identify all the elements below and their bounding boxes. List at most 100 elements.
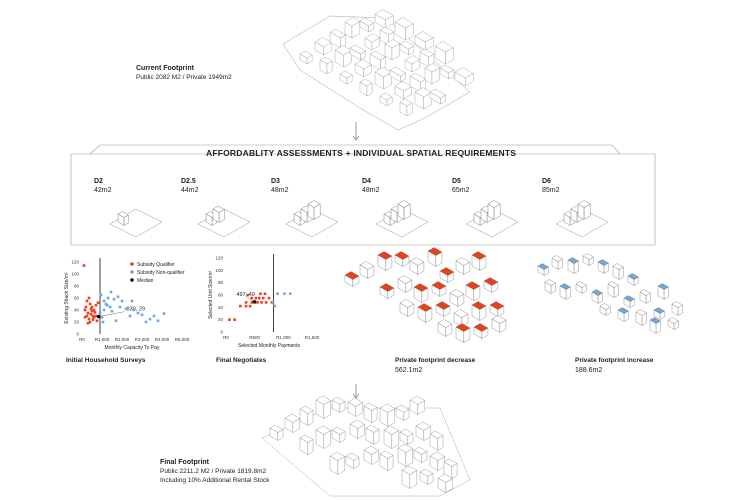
building-block — [567, 257, 579, 274]
non-qualifier-point — [105, 303, 109, 307]
unit-code-d3: D3 — [271, 178, 280, 185]
qualifier-point — [86, 311, 90, 315]
building-block — [344, 271, 360, 287]
building-block — [455, 257, 471, 275]
surveys-caption: Initial Household Surveys — [66, 357, 146, 364]
building-block — [627, 273, 639, 286]
building-block — [577, 200, 591, 220]
building-block — [329, 28, 347, 49]
building-block — [597, 259, 609, 274]
x-tick-label: R5,000 — [175, 337, 190, 342]
building-block — [365, 424, 380, 445]
building-block — [359, 261, 375, 279]
non-qualifier-point — [152, 314, 156, 318]
legend-label: Median — [137, 278, 154, 284]
building-block — [284, 413, 301, 433]
building-block — [359, 17, 375, 33]
median-point — [252, 299, 257, 304]
building-block — [315, 425, 332, 449]
qualifier-point — [261, 296, 265, 300]
qualifier-point — [82, 264, 86, 267]
building-block — [415, 421, 432, 441]
y-tick-label: 60 — [74, 296, 80, 301]
non-qualifier-point — [102, 308, 106, 312]
building-block — [453, 309, 469, 327]
y-tick-label: 120 — [215, 256, 223, 261]
building-block — [379, 92, 393, 107]
y-tick-label: 40 — [218, 305, 224, 310]
building-block — [345, 452, 360, 469]
building-block — [483, 277, 499, 293]
y-tick-label: 0 — [220, 330, 223, 335]
non-qualifier-point — [101, 320, 105, 324]
non-qualifier-point — [271, 301, 275, 304]
building-block — [413, 283, 429, 303]
building-block — [489, 301, 505, 317]
median-annotation: 497, 49 — [236, 292, 254, 298]
qualifier-point — [256, 301, 259, 304]
qualifier-point — [87, 317, 91, 321]
building-block — [491, 315, 507, 333]
building-block — [339, 70, 353, 85]
unit-code-d4: D4 — [362, 178, 371, 185]
increase-title: Private footprint increase — [575, 357, 654, 364]
qualifier-point — [85, 299, 89, 303]
building-block — [657, 283, 669, 300]
y-tick-label: 40 — [74, 308, 80, 313]
y-tick-label: 20 — [74, 320, 80, 325]
qualifier-point — [90, 309, 94, 313]
building-block — [404, 55, 421, 73]
building-block — [414, 87, 432, 110]
building-block — [413, 446, 428, 463]
qualifier-point — [250, 301, 254, 304]
qualifier-point — [95, 319, 99, 323]
unit-area-d5: 65m2 — [452, 187, 470, 194]
legend-swatch — [130, 270, 134, 274]
building-block — [653, 307, 665, 320]
building-block — [473, 323, 489, 339]
final-footprint-title: Final Footprint — [160, 459, 209, 466]
non-qualifier-point — [162, 312, 166, 315]
x-tick-label: R0 — [79, 337, 85, 342]
x-tick-label: R1,000 — [95, 337, 110, 342]
qualifier-point — [263, 292, 267, 296]
building-block — [439, 64, 455, 80]
building-block — [349, 44, 367, 61]
building-block — [379, 283, 395, 299]
non-qualifier-point — [110, 309, 114, 313]
increase-value: 188.6m2 — [575, 367, 603, 374]
building-block — [409, 257, 425, 275]
building-block — [409, 395, 426, 415]
qualifier-point — [257, 296, 261, 300]
x-tick-label: R1,500 — [305, 335, 320, 340]
building-block — [364, 33, 381, 51]
qualifier-point — [91, 318, 95, 321]
legend-label: Subsidy Qualifier — [137, 262, 175, 268]
qualifier-point — [96, 301, 100, 305]
x-tick-label: R3,000 — [135, 337, 150, 342]
non-qualifier-point — [120, 299, 124, 303]
qualifier-point — [260, 301, 263, 304]
building-block — [607, 281, 619, 298]
building-block — [319, 56, 333, 75]
building-block — [307, 200, 321, 220]
current-footprint-subtitle: Public 2082 M2 / Private 1949m2 — [136, 74, 232, 81]
building-block — [389, 66, 407, 83]
unit-code-d5: D5 — [452, 178, 461, 185]
qualifier-point — [228, 318, 231, 321]
building-block — [537, 263, 549, 276]
final-footprint-line2: Including 10% Additional Rental Stock — [160, 477, 270, 484]
non-qualifier-point — [128, 314, 132, 318]
building-block — [354, 59, 372, 78]
non-qualifier-point — [283, 292, 286, 296]
non-qualifier-point — [288, 292, 292, 296]
non-qualifier-point — [118, 305, 122, 309]
building-block — [419, 468, 434, 485]
building-block — [471, 301, 487, 321]
non-qualifier-point — [148, 317, 152, 321]
unit-area-d4: 48m2 — [362, 187, 380, 194]
unit-area-d3: 48m2 — [271, 187, 289, 194]
